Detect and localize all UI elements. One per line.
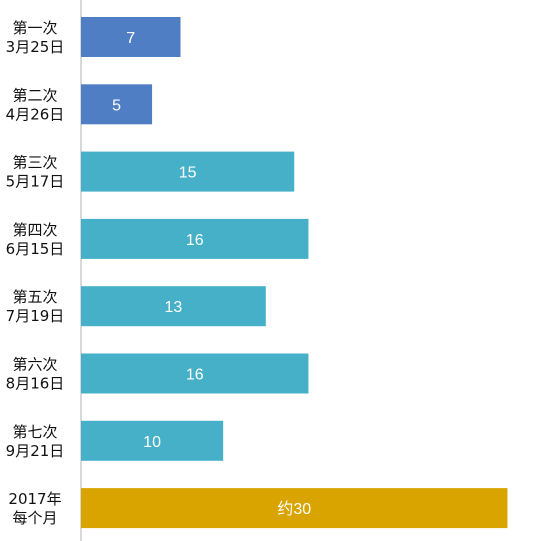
- category-label: 第五次: [12, 288, 57, 306]
- bar-7: [81, 420, 224, 461]
- bar-1: [81, 17, 181, 57]
- bar-value-label: 10: [143, 434, 161, 451]
- bar-2: [81, 84, 153, 125]
- category-date-label: 每个月: [12, 509, 57, 527]
- category-date-label: 9月21日: [6, 442, 65, 460]
- category-date-label: 8月16日: [6, 375, 65, 393]
- category-label: 2017年: [8, 490, 61, 508]
- bar-value-label: 5: [112, 97, 121, 114]
- category-label: 第七次: [12, 423, 57, 441]
- bar-value-label: 13: [165, 299, 183, 316]
- category-date-label: 5月17日: [6, 173, 65, 191]
- category-label: 第二次: [12, 86, 57, 104]
- bar-3: [81, 151, 295, 192]
- bar-value-label: 16: [186, 367, 204, 384]
- bar-8: [81, 488, 508, 529]
- category-label: 第一次: [12, 19, 57, 37]
- bar-6: [81, 353, 309, 394]
- bar-5: [81, 286, 266, 327]
- category-date-label: 3月25日: [6, 38, 65, 56]
- bar-value-label: 约30: [277, 500, 311, 518]
- category-label: 第四次: [12, 221, 57, 239]
- bar-value-label: 7: [126, 30, 135, 47]
- bar-value-label: 16: [186, 232, 204, 249]
- bar-4: [81, 218, 309, 259]
- category-date-label: 4月26日: [6, 105, 65, 123]
- category-label: 第六次: [12, 356, 57, 374]
- category-date-label: 6月15日: [6, 240, 65, 258]
- category-label: 第三次: [12, 154, 57, 172]
- bar-value-label: 15: [179, 165, 197, 182]
- category-date-label: 7月19日: [6, 307, 65, 325]
